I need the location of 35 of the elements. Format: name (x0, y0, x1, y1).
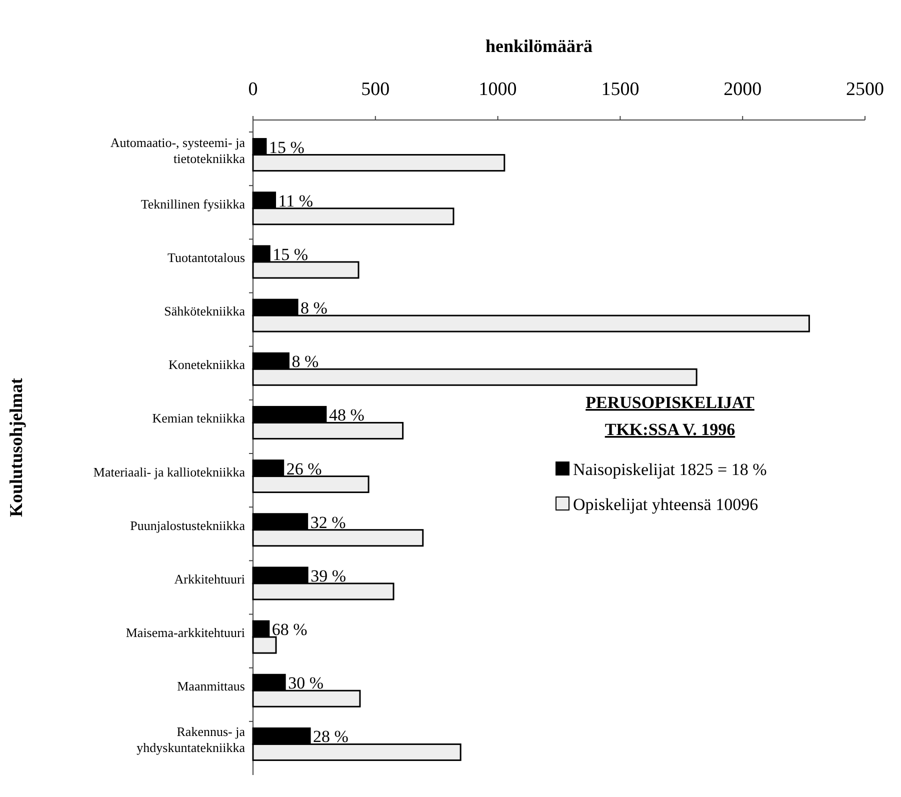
annotation: 8 % (292, 352, 319, 372)
annotation: 8 % (300, 298, 328, 318)
y-tick-label: Arkkitehtuuri (174, 571, 246, 586)
x-tick-label: 500 (361, 79, 390, 100)
x-axis-title: henkilömäärä (485, 36, 593, 56)
annotation: 68 % (272, 620, 308, 640)
y-tick-label: Rakennus- ja yhdyskuntatekniikka (136, 724, 246, 756)
annotation: 39 % (310, 566, 346, 586)
y-tick-label: Maanmittaus (177, 678, 245, 694)
annotation: 15 % (272, 244, 308, 264)
y-tick-label: Puunjalostustekniikka (130, 518, 246, 533)
annotation: 28 % (313, 727, 348, 746)
x-tick-label: 1000 (478, 79, 517, 100)
y-tick-label: Tuotantotalous (167, 250, 245, 265)
legend-label: Opiskelijat yhteensä 10096 (573, 495, 758, 514)
annotation: 48 % (328, 406, 364, 425)
annotation: 26 % (286, 459, 322, 478)
text: PERUSOPISKELIJAT TKK:SSA V. 1996 (586, 393, 756, 439)
y-tick-label: Maisema-arkkitehtuuri (126, 625, 246, 640)
y-tick-label: Materiaali- ja kalliotekniikka (93, 464, 246, 480)
y-axis-title: Koulutusohjelmat (6, 378, 26, 518)
x-tick-label: 0 (248, 79, 258, 100)
y-tick-label: Kemian tekniikka (152, 410, 246, 426)
y-tick-label: Konetekniikka (168, 357, 246, 372)
legend-label: Naisopiskelijat 1825 = 18 % (573, 460, 767, 479)
y-tick-label: Sähkötekniikka (164, 304, 246, 319)
y-tick-label: Teknillinen fysiikka (140, 196, 246, 212)
x-tick-label: 2000 (724, 79, 762, 100)
x-tick-label: 2500 (846, 79, 884, 100)
annotation: 30 % (288, 674, 324, 693)
annotation: 15 % (268, 138, 304, 157)
y-tick-label: Automaatio-, systeemi- ja tietotekniikka (110, 134, 246, 166)
annotation: 11 % (278, 191, 314, 210)
x-tick-label: 1500 (601, 79, 640, 100)
annotation: 32 % (310, 512, 346, 532)
